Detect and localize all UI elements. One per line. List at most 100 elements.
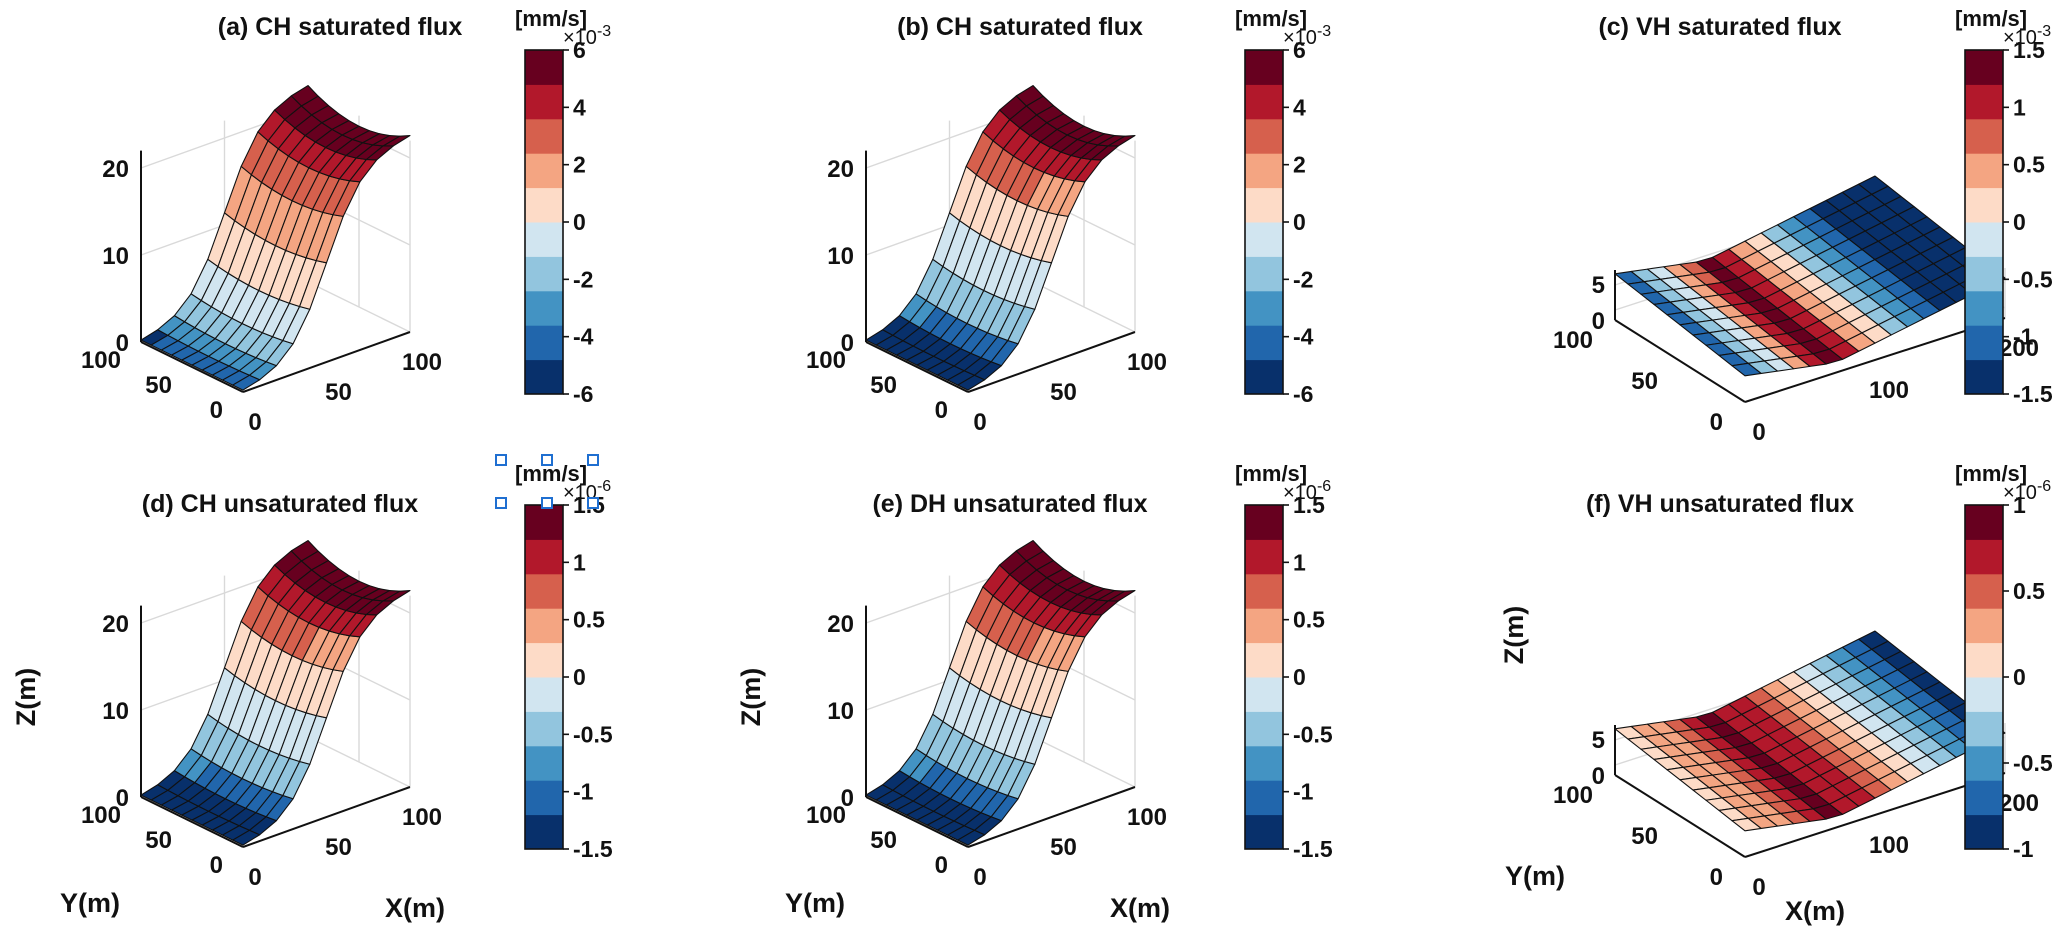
colorbar-segment xyxy=(1245,711,1283,747)
colorbar-segment xyxy=(1965,780,2003,816)
colorbar-segment xyxy=(1245,677,1283,712)
z-tick-label: 0 xyxy=(841,330,854,357)
panel-a: (a) CH saturated flux0501000501000102064… xyxy=(81,6,611,436)
panel-title: (b) CH saturated flux xyxy=(897,13,1143,41)
colorbar-unit: [mm/s] xyxy=(1235,6,1307,31)
x-tick-label: 100 xyxy=(1127,804,1167,831)
y-axis-line xyxy=(140,796,244,848)
z-tick-label: 5 xyxy=(1592,272,1605,299)
z-tick-label: 0 xyxy=(116,330,129,357)
y-tick-label: 100 xyxy=(81,802,121,829)
colorbar-tick-label: -2 xyxy=(1293,266,1313,292)
panel-c: (c) VH saturated flux0100200050100051.51… xyxy=(1553,6,2053,446)
colorbar-tick-label: 1.5 xyxy=(1293,492,1325,518)
y-tick-label: 0 xyxy=(935,852,948,879)
colorbar-segment xyxy=(1245,745,1283,781)
colorbar-tick-label: -1 xyxy=(2013,836,2034,862)
colorbar-segment xyxy=(525,745,563,781)
panel-title: (f) VH unsaturated flux xyxy=(1586,490,1854,518)
x-tick-label: 100 xyxy=(1869,832,1909,859)
colorbar-segment xyxy=(1965,153,2003,189)
y-tick-label: 50 xyxy=(870,372,897,399)
y-tick-label: 50 xyxy=(1631,823,1658,850)
x-axis-line xyxy=(1744,317,2006,403)
colorbar-segment xyxy=(1245,325,1283,361)
colorbar-tick-label: -0.5 xyxy=(1293,721,1333,747)
colorbar-tick-label: 6 xyxy=(1293,37,1306,63)
y-tick-label: 0 xyxy=(935,397,948,424)
colorbar-tick-label: 0 xyxy=(2013,664,2026,690)
y-axis-label: Y(m) xyxy=(1505,861,1565,891)
surface-cell xyxy=(382,135,411,147)
z-tick-label: 0 xyxy=(116,785,129,812)
z-axis-label: Z(m) xyxy=(1499,606,1529,664)
colorbar-segment xyxy=(525,505,563,540)
x-tick-label: 100 xyxy=(402,804,442,831)
x-tick-label: 50 xyxy=(325,834,352,861)
colorbar-tick-label: 0 xyxy=(573,664,586,690)
colorbar-tick-label: 4 xyxy=(1293,94,1306,120)
colorbar-segment xyxy=(525,677,563,712)
panel-b: (b) CH saturated flux0501000501000102064… xyxy=(806,6,1331,436)
x-tick-label: 200 xyxy=(1999,335,2039,362)
colorbar-tick-label: 2 xyxy=(1293,152,1306,178)
x-axis-label: X(m) xyxy=(1110,893,1170,923)
surface-cell xyxy=(1107,135,1136,147)
x-tick-label: 100 xyxy=(1869,377,1909,404)
colorbar-segment xyxy=(525,50,563,85)
selection-handle xyxy=(587,454,599,466)
colorbar-segment xyxy=(525,256,563,292)
x-tick-label: 0 xyxy=(973,864,986,891)
x-tick-label: 50 xyxy=(325,379,352,406)
colorbar-tick-label: 1 xyxy=(2013,94,2026,120)
panel-title: (c) VH saturated flux xyxy=(1598,13,1841,41)
panel-f: (f) VH unsaturated flux010020005010005X(… xyxy=(1499,461,2053,926)
colorbar-segment xyxy=(525,539,563,575)
colorbar-segment xyxy=(525,84,563,120)
colorbar-tick-label: -4 xyxy=(573,324,594,350)
z-tick-label: 10 xyxy=(827,243,854,270)
colorbar-segment xyxy=(1245,505,1283,540)
y-tick-label: 0 xyxy=(210,852,223,879)
colorbar-segment xyxy=(1245,222,1283,257)
colorbar-tick-label: -2 xyxy=(573,266,593,292)
colorbar-segment xyxy=(1245,84,1283,120)
x-axis-line xyxy=(1744,772,2006,858)
z-tick-label: 10 xyxy=(827,698,854,725)
colorbar-segment xyxy=(1245,780,1283,816)
colorbar-unit: [mm/s] xyxy=(515,6,587,31)
colorbar-segment xyxy=(1965,256,2003,292)
colorbar-segment xyxy=(1245,814,1283,850)
colorbar-segment xyxy=(525,359,563,395)
colorbar-tick-label: 0 xyxy=(1293,664,1306,690)
y-tick-label: 100 xyxy=(1553,782,1593,809)
colorbar-tick-label: 0 xyxy=(573,209,586,235)
z-tick-label: 20 xyxy=(102,611,129,638)
y-tick-label: 0 xyxy=(1710,409,1723,436)
colorbar-unit: [mm/s] xyxy=(1955,461,2027,486)
x-tick-label: 0 xyxy=(973,409,986,436)
colorbar-tick-label: 6 xyxy=(573,37,586,63)
colorbar-tick-label: -1 xyxy=(1293,779,1314,805)
y-tick-label: 100 xyxy=(806,347,846,374)
colorbar-tick-label: -6 xyxy=(573,381,593,407)
colorbar-tick-label: -4 xyxy=(1293,324,1314,350)
y-axis-line xyxy=(1614,319,1746,403)
y-axis-line xyxy=(140,341,244,393)
z-axis-label: Z(m) xyxy=(11,668,41,726)
y-tick-label: 0 xyxy=(1710,864,1723,891)
colorbar-exponent: ×10-3 xyxy=(563,23,611,49)
colorbar-exponent: ×10-6 xyxy=(2003,478,2051,504)
z-tick-label: 0 xyxy=(841,785,854,812)
z-tick-label: 20 xyxy=(827,611,854,638)
colorbar-segment xyxy=(1245,573,1283,609)
z-tick-label: 10 xyxy=(102,243,129,270)
x-tick-label: 0 xyxy=(248,409,261,436)
y-tick-label: 100 xyxy=(81,347,121,374)
colorbar-segment xyxy=(1245,359,1283,395)
colorbar-tick-label: -0.5 xyxy=(573,721,613,747)
colorbar-segment xyxy=(525,711,563,747)
y-tick-label: 50 xyxy=(145,372,172,399)
colorbar-exponent: ×10-3 xyxy=(1283,23,1331,49)
